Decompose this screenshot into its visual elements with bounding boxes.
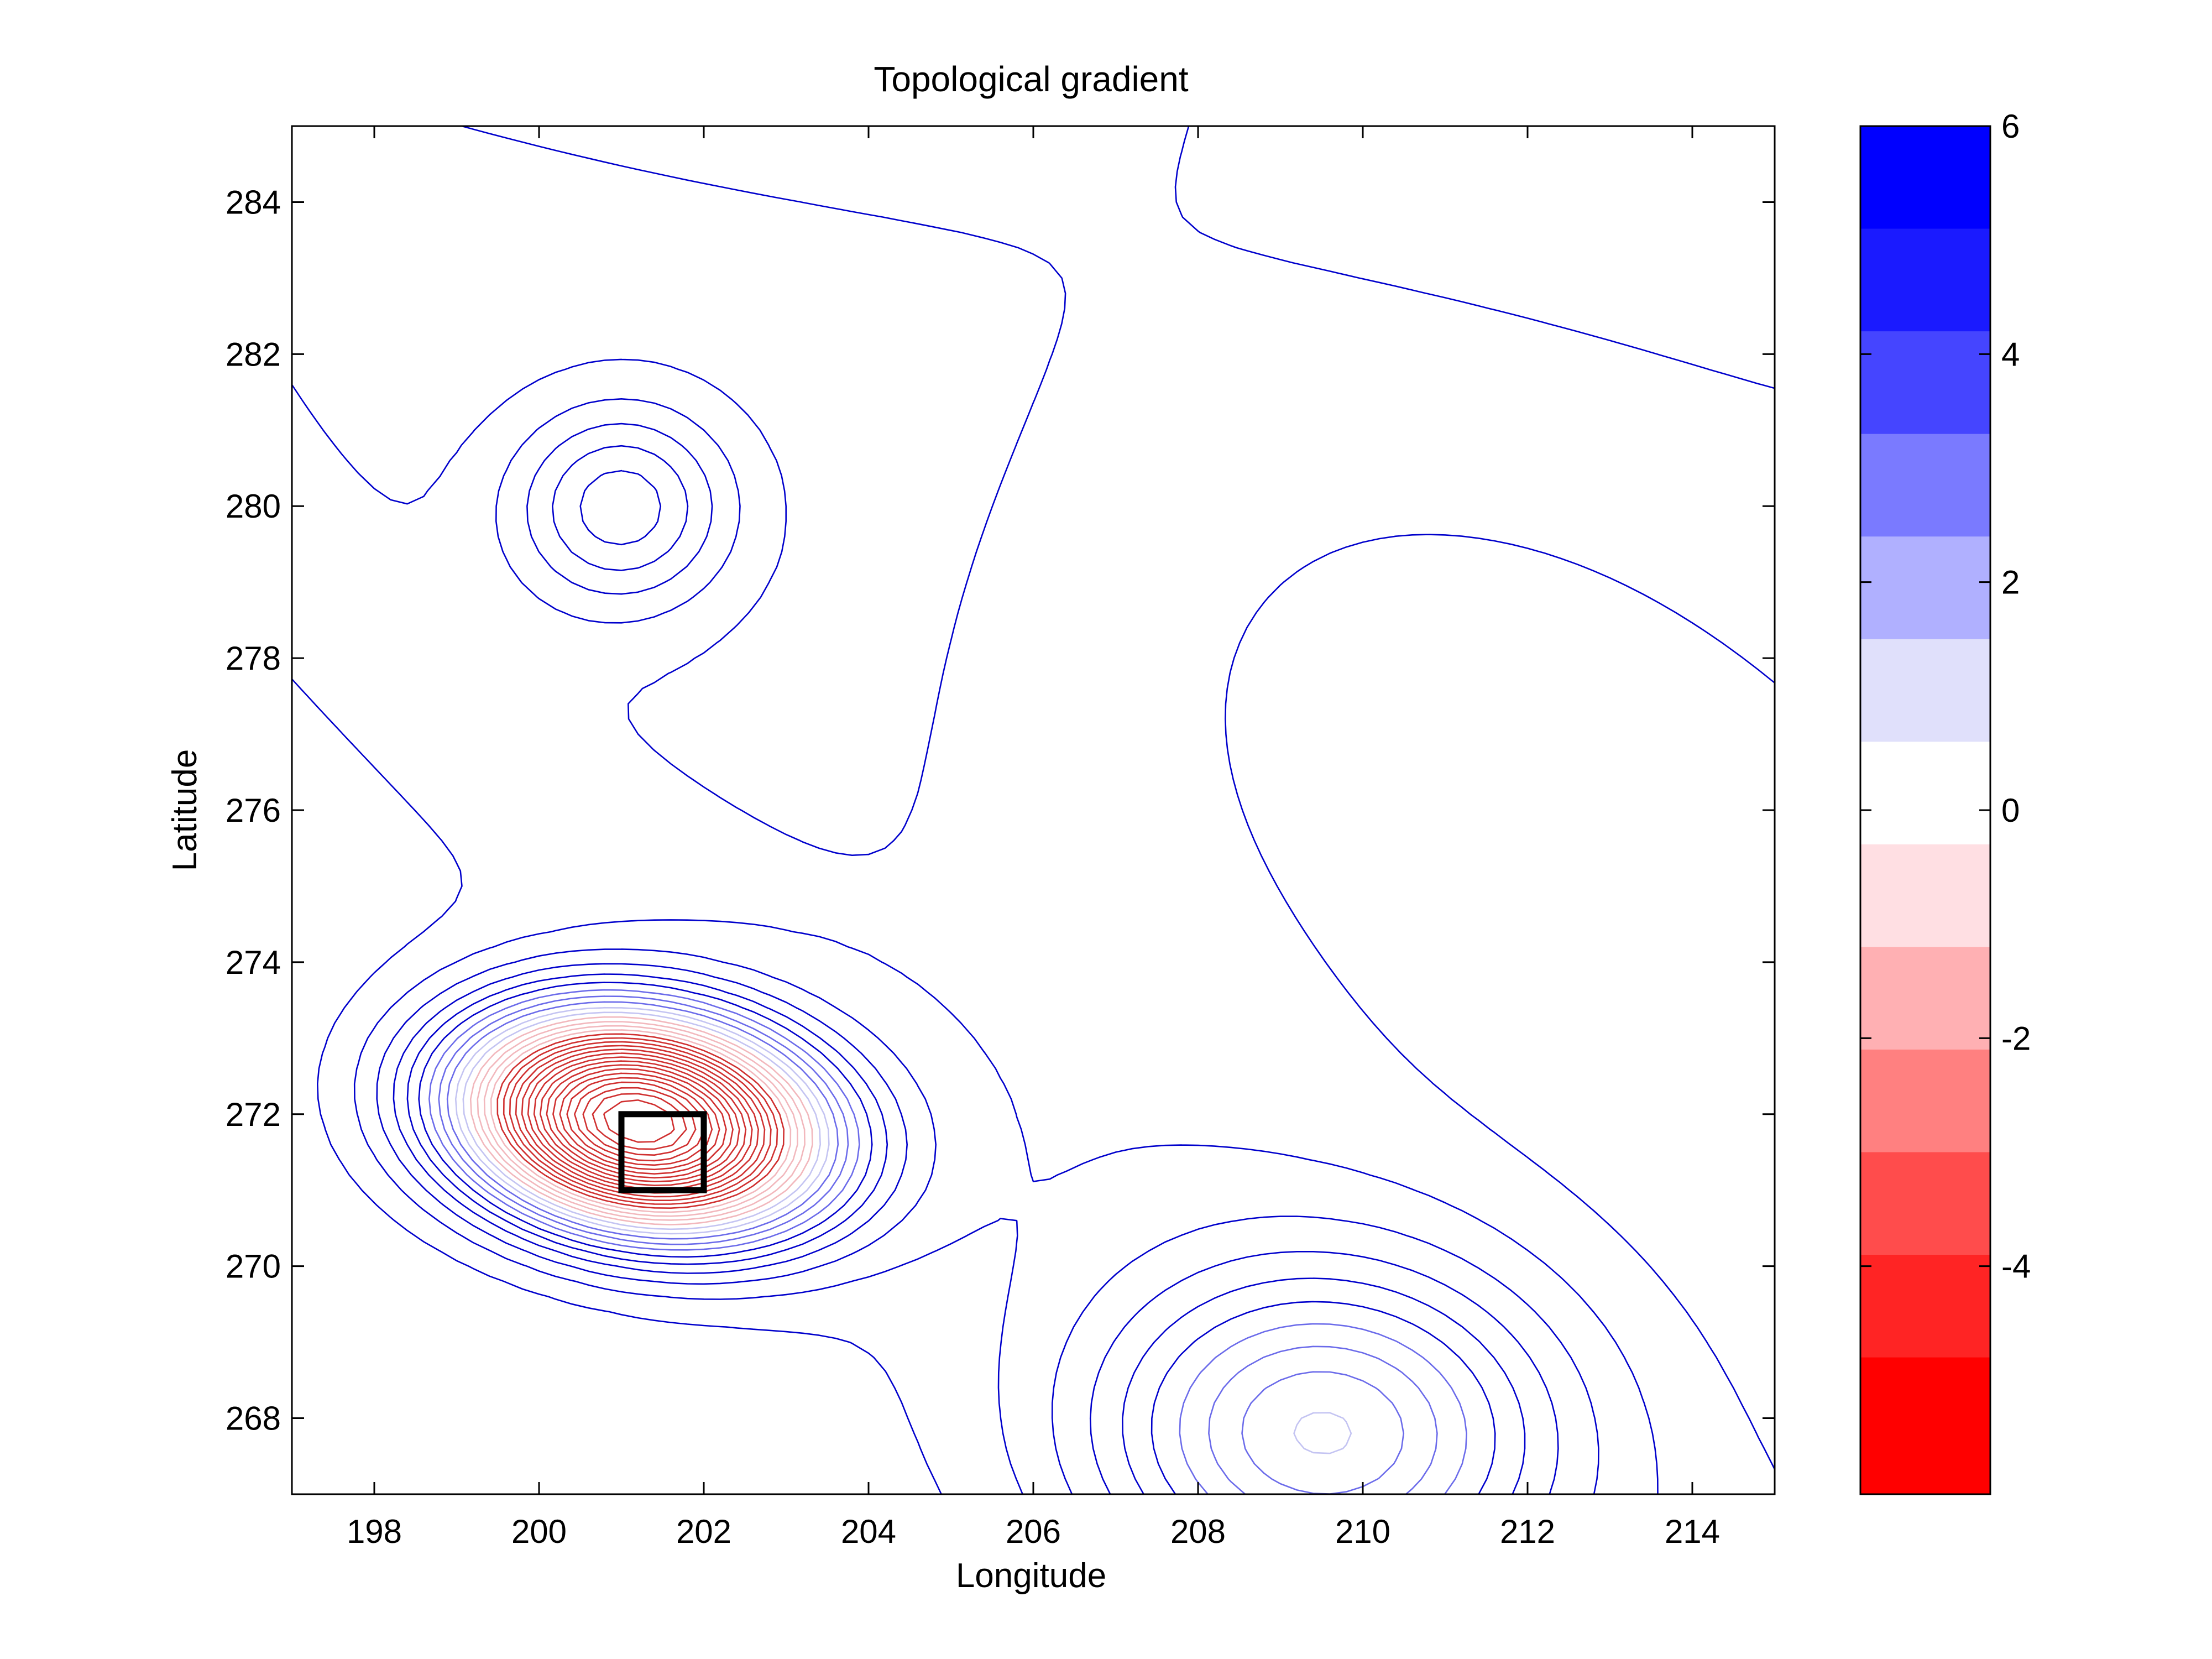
contour-level-1.5 bbox=[418, 982, 1496, 1494]
colorbar-band bbox=[1860, 844, 1990, 947]
y-tick-label: 284 bbox=[226, 184, 281, 221]
contour-level--3.3 bbox=[533, 1056, 747, 1186]
x-tick-label: 204 bbox=[841, 1513, 896, 1550]
colorbar-tick-label: 0 bbox=[2001, 792, 2020, 829]
contour-level--0.6 bbox=[477, 1021, 806, 1221]
contour-level--5.4 bbox=[582, 1087, 697, 1156]
contour-level-2.4 bbox=[376, 948, 1599, 1494]
colorbar-band bbox=[1860, 1255, 1990, 1358]
contour-level-0.3 bbox=[454, 1006, 1352, 1454]
contour-level-3.3 bbox=[526, 422, 713, 595]
colorbar-band bbox=[1860, 434, 1990, 537]
x-tick-label: 212 bbox=[1500, 1513, 1555, 1550]
contour-level-0.6 bbox=[446, 1001, 1405, 1494]
contour-level--1.2 bbox=[490, 1029, 792, 1213]
y-tick-label: 278 bbox=[226, 640, 281, 677]
contour-level--1.8 bbox=[503, 1037, 778, 1205]
y-axis: 268 270 272 274 276 278 280 282 284 bbox=[226, 184, 1775, 1437]
x-tick-label: 200 bbox=[511, 1513, 567, 1550]
y-tick-label: 274 bbox=[226, 944, 281, 981]
colorbar-band bbox=[1860, 331, 1990, 435]
annotation-layer bbox=[618, 1111, 707, 1193]
y-tick-label: 268 bbox=[226, 1400, 281, 1437]
colorbar-band bbox=[1860, 639, 1990, 742]
colorbar-tick-label: -2 bbox=[2001, 1020, 2031, 1057]
contour-level--2.1 bbox=[509, 1041, 772, 1201]
contour-level-3 bbox=[292, 398, 1775, 1494]
x-tick-label: 210 bbox=[1335, 1513, 1390, 1550]
contour-level-0.9 bbox=[438, 995, 1438, 1494]
x-axis: 198 200 202 204 206 208 210 212 214 bbox=[347, 126, 1720, 1550]
colorbar-band bbox=[1860, 1049, 1990, 1152]
contour-level--3.9 bbox=[546, 1064, 734, 1179]
contour-lines bbox=[292, 126, 1775, 1494]
contour-level--2.4 bbox=[515, 1045, 766, 1198]
colorbar-tick-label: 6 bbox=[2001, 108, 2020, 145]
colorbar-band bbox=[1860, 126, 1990, 229]
contour-level--4.5 bbox=[559, 1072, 720, 1171]
colorbar-band bbox=[1860, 228, 1990, 332]
colorbar-tick-label: 2 bbox=[2001, 564, 2020, 601]
y-axis-label: Latitude bbox=[166, 749, 204, 872]
x-tick-label: 206 bbox=[1006, 1513, 1061, 1550]
x-tick-label: 202 bbox=[676, 1513, 731, 1550]
x-tick-label: 214 bbox=[1665, 1513, 1720, 1550]
contour-level-3.6 bbox=[552, 445, 689, 571]
contour-level--0.9 bbox=[483, 1025, 798, 1217]
contour-level-0 bbox=[462, 1011, 821, 1230]
colorbar: 6 4 2 0 -2 -4 bbox=[1859, 108, 2031, 1495]
y-tick-label: 282 bbox=[226, 336, 281, 373]
contour-level-3.9 bbox=[579, 469, 662, 546]
contour-level-2.1 bbox=[393, 963, 1559, 1494]
colorbar-band bbox=[1860, 742, 1990, 845]
colorbar-band bbox=[1860, 947, 1990, 1050]
y-tick-label: 280 bbox=[226, 488, 281, 525]
contour-level-1.8 bbox=[406, 973, 1526, 1494]
contour-level-2.7 bbox=[292, 126, 1775, 1494]
x-tick-label: 208 bbox=[1170, 1513, 1226, 1550]
colorbar-band bbox=[1860, 1152, 1990, 1255]
y-tick-label: 272 bbox=[226, 1096, 281, 1133]
x-axis-label: Longitude bbox=[956, 1557, 1106, 1595]
colorbar-band bbox=[1860, 1357, 1990, 1495]
contour-level--0.3 bbox=[469, 1016, 813, 1225]
contour-level--1.5 bbox=[496, 1033, 785, 1209]
y-tick-label: 276 bbox=[226, 792, 281, 829]
colorbar-band bbox=[1860, 536, 1990, 640]
highlight-rectangle bbox=[618, 1111, 707, 1193]
chart-title: Topological gradient bbox=[874, 59, 1189, 99]
contour-level-1.2 bbox=[428, 989, 1467, 1494]
colorbar-tick-label: 4 bbox=[2001, 336, 2020, 373]
colorbar-tick-label: -4 bbox=[2001, 1248, 2031, 1285]
y-tick-label: 270 bbox=[226, 1248, 281, 1285]
x-tick-label: 198 bbox=[347, 1513, 402, 1550]
contour-level--3.6 bbox=[539, 1060, 740, 1182]
